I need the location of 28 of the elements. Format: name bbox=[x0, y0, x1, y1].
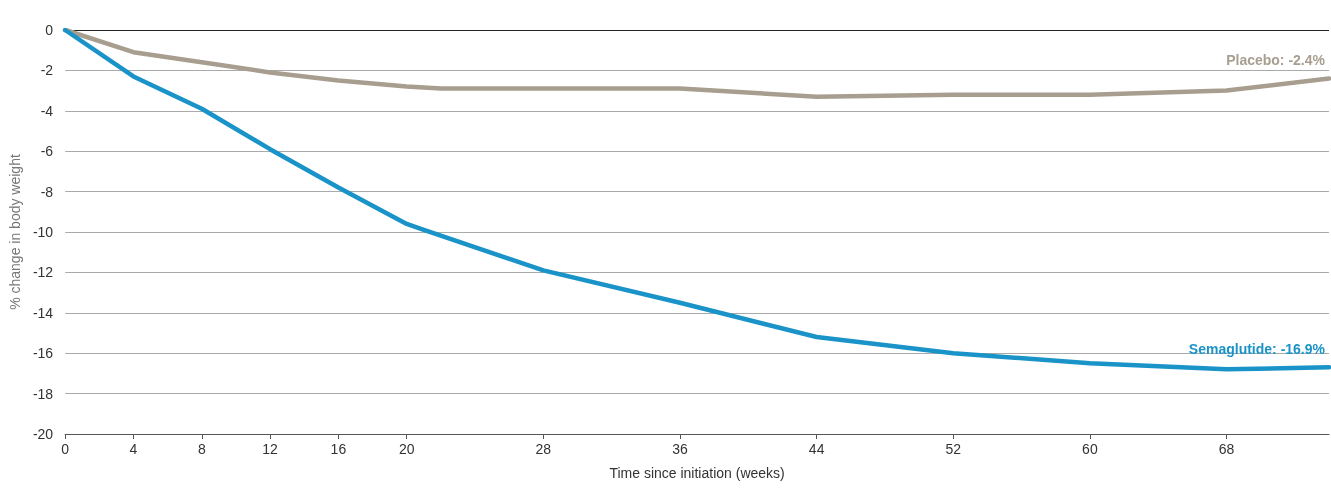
y-tick-label: -10 bbox=[32, 224, 54, 240]
y-tick-label: -4 bbox=[40, 102, 54, 119]
x-tick-label: 20 bbox=[398, 441, 415, 457]
x-tick-label: 60 bbox=[1082, 441, 1098, 457]
x-tick-label: 68 bbox=[1218, 441, 1235, 457]
x-tick-label: 44 bbox=[808, 441, 825, 457]
y-axis-title: % change in body weight bbox=[7, 154, 23, 310]
x-tick-label: 12 bbox=[262, 441, 279, 457]
y-tick-label: 0 bbox=[45, 22, 54, 38]
x-tick-label: 0 bbox=[61, 441, 70, 457]
x-tick-label: 4 bbox=[129, 441, 138, 457]
x-tick-label: 8 bbox=[197, 441, 206, 457]
x-tick-label: 36 bbox=[672, 441, 688, 457]
line-series bbox=[62, 27, 1331, 372]
y-tick-label: -18 bbox=[32, 385, 54, 402]
y-tick-label: -12 bbox=[32, 264, 54, 281]
x-tick-label: 28 bbox=[535, 441, 552, 457]
x-tick-label: 52 bbox=[945, 441, 962, 457]
x-tick-label: 16 bbox=[330, 441, 347, 457]
y-tick-label: -14 bbox=[32, 304, 54, 321]
y-tick-label: -8 bbox=[40, 183, 54, 200]
y-tick-label: -20 bbox=[32, 426, 54, 442]
series-label: Placebo: -2.4% bbox=[1226, 52, 1326, 69]
series-label: Semaglutide: -16.9% bbox=[1188, 341, 1326, 358]
x-axis-title: Time since initiation (weeks) bbox=[609, 465, 785, 481]
y-tick-label: -2 bbox=[40, 62, 54, 79]
y-tick-label: -6 bbox=[40, 143, 54, 160]
y-tick-label: -16 bbox=[32, 345, 54, 362]
